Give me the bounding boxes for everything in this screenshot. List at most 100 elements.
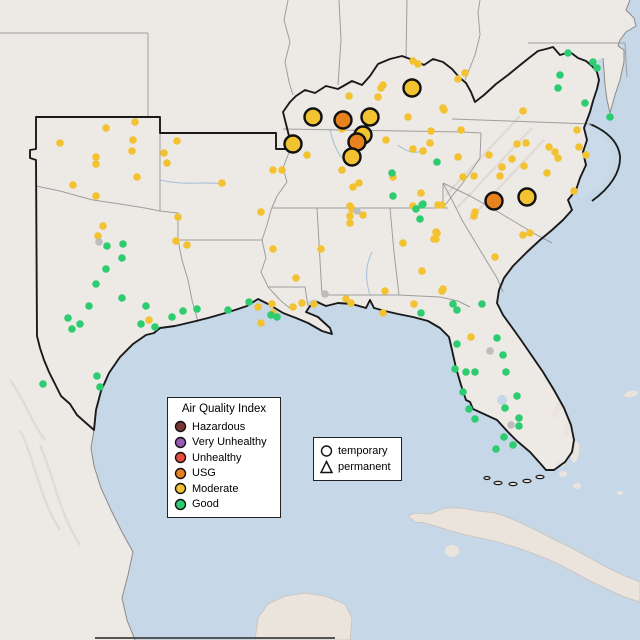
monitor-dot-good	[465, 405, 473, 413]
aqi-legend-rows: Hazardous Very Unhealthy Unhealthy USG Moder…	[174, 419, 274, 512]
monitor-dot-moderate	[278, 166, 286, 174]
monitor-dot-good	[449, 300, 457, 308]
monitor-dot-good	[388, 169, 396, 177]
monitor-dot-moderate	[92, 192, 100, 200]
aqi-legend-item: USG	[174, 466, 274, 482]
monitor-dot-moderate	[129, 136, 137, 144]
monitor-dot-moderate	[56, 139, 64, 147]
tennessee-river	[329, 128, 343, 159]
monitor-dots-large	[283, 78, 537, 211]
monitor-dot-moderate	[432, 228, 440, 236]
monitor-dot-good	[64, 314, 72, 322]
monitor-dot-moderate	[172, 237, 180, 245]
monitor-dot-moderate	[69, 181, 77, 189]
monitor-dot-moderate	[99, 222, 107, 230]
type-legend-item: temporary	[320, 443, 395, 459]
monitor-dot-moderate	[457, 126, 465, 134]
monitor-dot-moderate	[145, 316, 153, 324]
monitor-dot-good	[179, 307, 187, 315]
large-monitor-usg	[333, 110, 353, 130]
large-monitor-moderate	[402, 78, 422, 98]
monitor-dot-good	[515, 422, 523, 430]
monitor-dot-good	[168, 313, 176, 321]
monitor-dot-good	[245, 298, 253, 306]
monitor-dot-moderate	[410, 300, 418, 308]
monitor-dot-moderate	[459, 173, 467, 181]
region-outline	[29, 46, 600, 471]
monitor-dot-good	[119, 240, 127, 248]
monitor-dot-good	[68, 325, 76, 333]
monitor-dot-moderate	[409, 57, 417, 65]
monitor-dot-no_data	[353, 207, 361, 215]
aqi-swatch-icon	[174, 452, 187, 464]
monitor-dot-good	[493, 334, 501, 342]
monitor-dot-good	[418, 201, 426, 209]
monitor-dot-moderate	[94, 232, 102, 240]
monitor-dot-moderate	[163, 159, 171, 167]
monitor-dot-moderate	[461, 69, 469, 77]
aqi-swatch-icon	[174, 421, 187, 433]
monitor-dot-moderate	[417, 189, 425, 197]
outside-coastlines	[90, 0, 637, 640]
large-monitor-moderate	[360, 107, 380, 127]
monitor-dot-moderate	[268, 300, 276, 308]
monitor-dot-moderate	[349, 183, 357, 191]
aqi-swatch-icon	[174, 467, 187, 479]
monitor-dot-moderate	[471, 208, 479, 216]
monitor-dot-moderate	[582, 151, 590, 159]
monitor-dot-moderate	[438, 287, 446, 295]
aqi-item-label: Hazardous	[192, 420, 246, 433]
type-legend: temporary permanent	[313, 437, 402, 481]
monitor-dot-good	[417, 309, 425, 317]
monitor-dot-moderate	[183, 241, 191, 249]
monitor-dot-moderate	[427, 127, 435, 135]
alabama-river	[365, 251, 373, 296]
monitor-dot-moderate	[92, 160, 100, 168]
monitor-dot-good	[606, 113, 614, 121]
monitor-dot-moderate	[292, 274, 300, 282]
aqi-legend-item: Hazardous	[174, 419, 274, 435]
monitor-dot-moderate	[554, 154, 562, 162]
monitor-dot-moderate	[269, 245, 277, 253]
monitor-dot-good	[102, 265, 110, 273]
monitor-dot-moderate	[379, 309, 387, 317]
aqi-item-label: Moderate	[192, 482, 239, 495]
monitor-dot-good	[433, 158, 441, 166]
lake-okeechobee	[497, 395, 507, 405]
monitor-dot-good	[478, 300, 486, 308]
monitor-dot-moderate	[513, 140, 521, 148]
monitor-dot-moderate	[418, 267, 426, 275]
large-monitor-moderate	[283, 134, 303, 154]
monitor-dot-good	[118, 254, 126, 262]
monitor-dots-small	[39, 49, 614, 453]
monitor-dot-moderate	[133, 173, 141, 181]
monitor-dot-moderate	[374, 93, 382, 101]
monitor-dot-good	[151, 323, 159, 331]
monitor-dot-moderate	[526, 229, 534, 237]
monitor-dot-good	[501, 404, 509, 412]
monitor-dot-good	[85, 302, 93, 310]
monitor-dot-moderate	[467, 333, 475, 341]
monitor-dot-moderate	[257, 319, 265, 327]
monitor-dot-moderate	[575, 143, 583, 151]
monitor-dot-good	[92, 280, 100, 288]
aqi-legend-title: Air Quality Index	[181, 403, 267, 415]
monitor-dot-good	[581, 99, 589, 107]
monitor-dot-no_data	[507, 421, 515, 429]
monitor-dot-moderate	[508, 155, 516, 163]
triangle-marker-icon	[320, 460, 333, 474]
aqi-legend-item: Unhealthy	[174, 450, 274, 466]
type-item-label: permanent	[338, 461, 391, 473]
aqi-item-label: USG	[192, 467, 216, 480]
monitor-dot-moderate	[432, 235, 440, 243]
monitor-dot-moderate	[310, 300, 318, 308]
monitor-dot-moderate	[269, 166, 277, 174]
aqi-item-label: Very Unhealthy	[192, 436, 267, 449]
monitor-dot-moderate	[160, 149, 168, 157]
outer-banks	[589, 123, 621, 202]
monitor-dot-moderate	[496, 172, 504, 180]
monitor-dot-good	[471, 415, 479, 423]
cuba	[407, 507, 640, 603]
